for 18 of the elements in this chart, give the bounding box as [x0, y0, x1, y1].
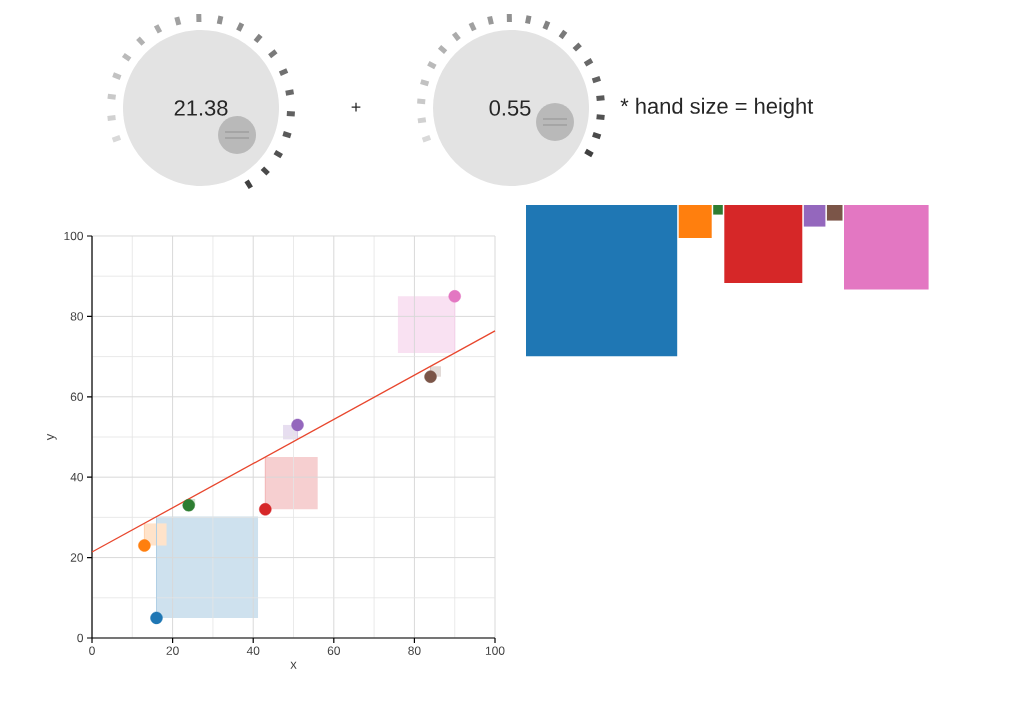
y-tick-label: 20	[70, 553, 84, 562]
text: +	[351, 102, 361, 112]
text: 21.38	[174, 100, 228, 116]
x-tick-label: 80	[408, 646, 421, 655]
text: 0.55	[489, 100, 531, 116]
y-tick-label: 0	[77, 633, 84, 643]
x-tick-label: 0	[89, 646, 95, 655]
x-tick-label: 20	[166, 646, 179, 655]
y-tick-label: 60	[70, 392, 84, 402]
x-tick-label: 40	[246, 646, 260, 655]
x-tick-label: 100	[485, 646, 505, 655]
x-tick-label: 60	[327, 646, 340, 655]
text: * hand size = height	[620, 97, 814, 119]
y-axis-title: y	[47, 433, 57, 441]
y-tick-label: 80	[70, 312, 84, 321]
x-axis-title: x	[290, 661, 297, 669]
y-tick-label: 100	[64, 231, 84, 241]
y-tick-label: 40	[70, 472, 84, 482]
